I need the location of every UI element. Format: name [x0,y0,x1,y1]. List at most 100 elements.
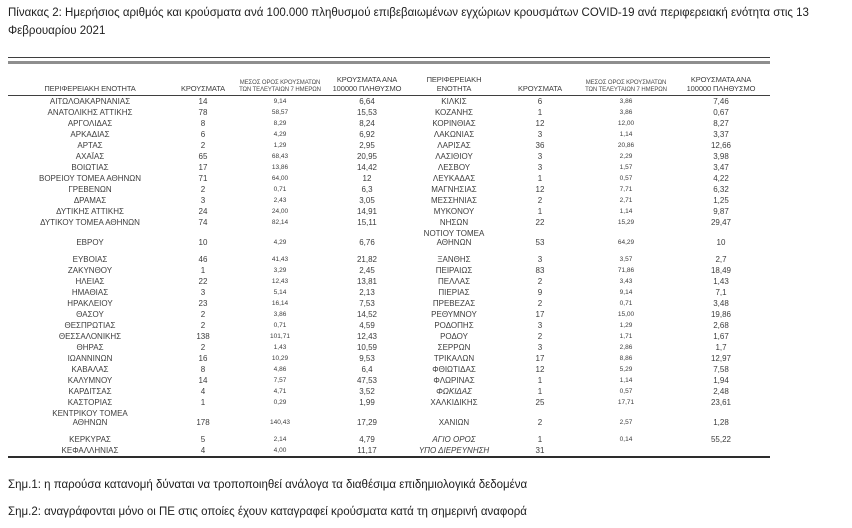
table-row: ΙΩΑΝΝΙΝΩΝ 16 10,29 9,53 ΤΡΙΚΑΛΩΝ 17 8,86 12,97 [8,353,770,364]
right-rate-cell: 29,47 [710,218,732,227]
left-cases-cell: 4 [200,387,206,396]
left-avg-cell: 0,29 [273,399,287,406]
left-region-cell: ΘΕΣΠΡΩΤΙΑΣ [64,321,116,330]
right-region-cell: ΜΑΓΝΗΣΙΑΣ [431,185,477,194]
left-region-cell: ΖΑΚΥΝΘΟΥ [67,266,113,275]
right-rate-cell: 1,67 [713,332,729,341]
left-avg-cell: 64,00 [271,175,289,182]
right-avg-cell: 64,29 [617,239,635,246]
right-avg-cell: 1,14 [619,208,633,215]
left-cases-cell: 17 [198,163,208,172]
left-rate-cell: 47,53 [356,376,378,385]
column-header-region-right: ΠΕΡΙΦΕΡΕΙΑΚΗ ΕΝΟΤΗΤΑ [408,64,500,96]
left-cases-cell: 8 [200,119,206,128]
table-row: ΗΜΑΘΙΑΣ 3 5,14 2,13 ΠΙΕΡΙΑΣ 9 9,14 7,1 [8,287,770,298]
table-zone: ΠΕΡΙΦΕΡΕΙΑΚΗ ΕΝΟΤΗΤΑ ΚΡΟΥΣΜΑΤΑ ΜΕΣΟΣ ΟΡΟ… [8,57,770,458]
left-rate-cell: 9,53 [359,354,375,363]
right-region-cell: ΑΓΙΟ ΟΡΟΣ [432,435,476,444]
left-avg-cell: 140,43 [270,419,290,426]
left-region-cell: ΘΑΣΟΥ [76,310,104,319]
left-region-cell: ΔΥΤΙΚΗΣ ΑΤΤΙΚΗΣ [56,207,124,216]
footnote-2: Σημ.2: αναγράφονται μόνο οι ΠΕ στις οποί… [8,506,527,518]
right-avg-cell: 5,29 [619,366,633,373]
left-rate-cell: 6,92 [359,130,375,139]
left-rate-cell: 6,4 [361,365,373,374]
left-avg-cell: 82,14 [271,219,289,226]
right-region-cell: ΠΕΙΡΑΙΩΣ [435,266,473,275]
right-cases-cell: 2 [537,332,543,341]
left-rate-cell: 6,64 [359,97,375,106]
left-rate-cell: 11,17 [357,446,377,455]
left-region-cell: ΔΥΤΙΚΟΥ ΤΟΜΕΑ ΑΘΗΝΩΝ [40,218,140,227]
right-avg-cell: 2,57 [619,419,633,426]
left-region-cell: ΚΕΡΚΥΡΑΣ [69,435,111,444]
left-region-cell: ΑΙΤΩΛΟΑΚΑΡΝΑΝΙΑΣ [49,97,131,106]
table-row: ΚΑΣΤΟΡΙΑΣ 1 0,29 1,99 ΧΑΛΚΙΔΙΚΗΣ 25 17,71 23,61 [8,397,770,408]
right-cases-cell: 6 [537,97,543,106]
left-avg-cell: 9,14 [273,98,287,105]
right-cases-cell: 2 [537,299,543,308]
right-avg-cell: 0,57 [619,388,633,395]
right-cases-cell: 3 [537,152,543,161]
right-cases-cell: 2 [537,277,543,286]
table-row: ΗΛΕΙΑΣ 22 12,43 13,81 ΠΕΛΛΑΣ 2 3,43 1,43 [8,276,770,287]
right-cases-cell: 3 [537,321,543,330]
left-cases-cell: 24 [198,207,208,216]
footnote-1: Σημ.1: η παρούσα κατανομή δύναται να τρο… [8,479,528,491]
right-avg-cell: 1,57 [619,164,633,171]
left-cases-cell: 71 [198,174,208,183]
right-rate-cell: 9,87 [713,207,729,216]
right-rate-cell: 3,98 [713,152,729,161]
right-rate-cell: 2,48 [713,387,729,396]
left-region-cell: ΙΩΑΝΝΙΝΩΝ [67,354,113,363]
left-rate-cell: 4,79 [359,435,375,444]
right-rate-cell: 23,61 [710,398,732,407]
left-avg-cell: 3,29 [273,267,287,274]
right-cases-cell: 17 [535,310,545,319]
left-region-cell: ΑΝΑΤΟΛΙΚΗΣ ΑΤΤΙΚΗΣ [47,108,133,117]
right-rate-cell: 0,67 [713,108,729,117]
right-cases-cell: 12 [535,185,545,194]
right-cases-cell: 2 [537,418,543,427]
right-avg-cell: 0,71 [619,300,633,307]
right-rate-cell: 7,1 [715,288,727,297]
right-avg-cell: 9,14 [619,289,633,296]
left-rate-cell: 15,53 [356,108,378,117]
table-row: ΑΧΑΪΑΣ 65 68,43 20,95 ΛΑΣΙΘΙΟΥ 3 2,29 3,98 [8,151,770,162]
covid-regional-table: ΠΕΡΙΦΕΡΕΙΑΚΗ ΕΝΟΤΗΤΑ ΚΡΟΥΣΜΑΤΑ ΜΕΣΟΣ ΟΡΟ… [8,64,770,456]
left-region-cell: ΗΛΕΙΑΣ [75,277,105,286]
right-avg-cell [580,445,672,456]
right-region-cell: ΜΕΣΣΗΝΙΑΣ [431,196,477,205]
left-region-cell: ΚΑΒΑΛΑΣ [71,365,109,374]
left-cases-cell: 8 [200,365,206,374]
left-region-cell: ΑΡΤΑΣ [77,141,103,150]
left-avg-cell: 4,29 [273,239,287,246]
table-row: ΑΡΚΑΔΙΑΣ 6 4,29 6,92 ΛΑΚΩΝΙΑΣ 3 1,14 3,37 [8,129,770,140]
left-rate-cell: 6,3 [361,185,373,194]
right-cases-cell: 22 [535,218,545,227]
table-row: ΑΡΓΟΛΙΔΑΣ 8 8,29 8,24 ΚΟΡΙΝΘΙΑΣ 12 12,00 8,27 [8,118,770,129]
left-rate-cell: 3,52 [359,387,375,396]
left-region-cell: ΚΕΝΤΡΙΚΟΥ ΤΟΜΕΑ ΑΘΗΝΩΝ [52,409,128,427]
left-rate-cell: 10,59 [356,343,378,352]
right-region-cell: ΡΟΔΟΥ [440,332,468,341]
table-row: ΚΕΡΚΥΡΑΣ 5 2,14 4,79 ΑΓΙΟ ΟΡΟΣ 1 0,14 55,22 [8,434,770,445]
column-header-region-left: ΠΕΡΙΦΕΡΕΙΑΚΗ ΕΝΟΤΗΤΑ [8,64,172,96]
left-cases-cell: 78 [198,108,208,117]
right-cases-cell: 1 [537,376,543,385]
left-avg-cell: 24,00 [271,208,289,215]
table-row: ΔΡΑΜΑΣ 3 2,43 3,05 ΜΕΣΣΗΝΙΑΣ 2 2,71 1,25 [8,195,770,206]
right-region-cell: ΝΗΣΩΝ [439,218,469,227]
left-cases-cell: 2 [200,185,206,194]
right-rate-cell: 18,49 [710,266,732,275]
table-row: ΘΗΡΑΣ 2 1,43 10,59 ΣΕΡΡΩΝ 3 2,86 1,7 [8,342,770,353]
right-rate-cell: 2,68 [713,321,729,330]
left-cases-cell: 10 [198,238,208,247]
right-region-cell: ΛΑΚΩΝΙΑΣ [433,130,475,139]
right-avg-cell: 1,14 [619,377,633,384]
right-avg-cell: 1,29 [619,322,633,329]
left-region-cell: ΘΗΡΑΣ [76,343,104,352]
left-cases-cell: 65 [198,152,208,161]
column-header-avg-right: ΜΕΣΟΣ ΟΡΟΣ ΚΡΟΥΣΜΑΤΩΝ ΤΩΝ ΤΕΛΕΥΤΑΙΩΝ 7 Η… [580,64,672,96]
